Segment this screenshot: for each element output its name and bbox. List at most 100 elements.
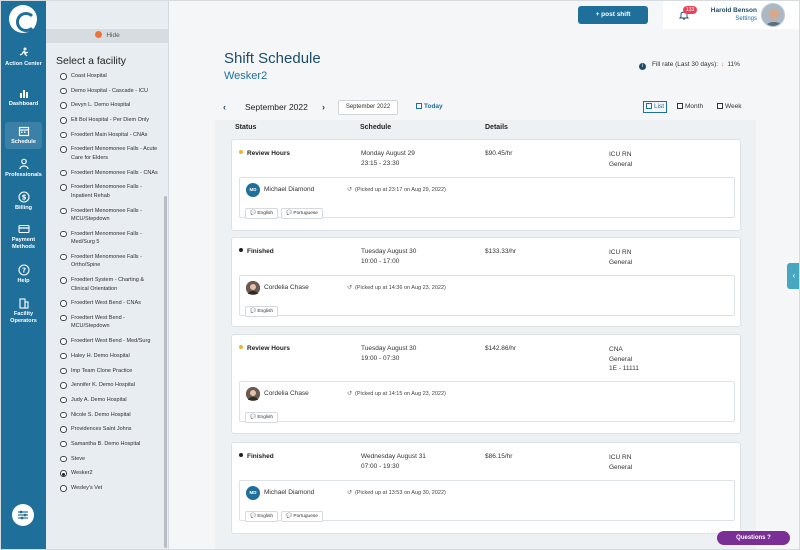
facility-option[interactable]: Froedtert Menomonee Falls - CNAs	[60, 169, 160, 178]
facility-option[interactable]: Coast Hospital	[60, 72, 160, 81]
view-week-button[interactable]: Week	[717, 103, 742, 110]
facility-option[interactable]: Froedtert Menomonee Falls - MCU/Stepdown	[60, 207, 160, 224]
facility-option[interactable]: Wesley's Vet	[60, 484, 160, 493]
worker-row[interactable]: Cordelia Chase ↺ (Picked up at 14:36 on Au…	[239, 275, 735, 317]
facility-option[interactable]: Wesker2	[60, 469, 160, 478]
radio-button[interactable]	[60, 131, 67, 139]
nav-facility-operators[interactable]: Facility Operators	[1, 297, 46, 325]
radio-button[interactable]	[60, 396, 67, 404]
radio-button[interactable]	[60, 411, 67, 419]
filter-settings-button[interactable]	[12, 504, 34, 526]
facility-option[interactable]: Froedtert Menomonee Falls - Acute Care f…	[60, 145, 160, 162]
radio-button[interactable]	[60, 230, 67, 238]
radio-button[interactable]	[60, 146, 67, 153]
language-label: English	[257, 514, 274, 519]
radio-button[interactable]	[60, 455, 67, 463]
facility-option[interactable]: Froedtert Main Hospital - CNAs	[60, 131, 160, 140]
settings-link[interactable]: Settings	[735, 16, 757, 22]
radio-button[interactable]	[60, 470, 67, 477]
radio-button[interactable]	[60, 207, 67, 214]
radio-button[interactable]	[60, 169, 67, 177]
nav-label: Action Center	[5, 61, 42, 67]
nav-professionals[interactable]: Professionals	[1, 158, 46, 179]
nav-help[interactable]: ? Help	[1, 264, 46, 285]
radio-button[interactable]	[60, 338, 67, 345]
nav-action-center[interactable]: Action Center	[1, 47, 46, 68]
radio-button[interactable]	[60, 184, 67, 191]
radio-button[interactable]	[60, 382, 67, 389]
today-button[interactable]: Today	[416, 103, 443, 110]
nav-dashboard[interactable]: Dashboard	[1, 87, 46, 108]
facility-option[interactable]: Jennifer K. Demo Hospital	[60, 381, 160, 390]
facility-option[interactable]: Steve	[60, 455, 160, 464]
radio-button[interactable]	[60, 440, 67, 448]
facility-option[interactable]: Froedtert West Bend - CNAs	[60, 299, 160, 308]
shift-card[interactable]: Finished Tuesday August 30 10:00 - 17:00 $1…	[231, 237, 741, 327]
shift-role-line: ICU RN	[609, 454, 632, 461]
radio-button[interactable]	[60, 314, 67, 322]
app-logo[interactable]	[9, 5, 37, 33]
user-avatar[interactable]	[761, 3, 785, 27]
facility-option[interactable]: Elt Bol Hospital - Per Diem Only	[60, 116, 160, 125]
facility-option[interactable]: Froedtert Menomonee Falls - Med/Surg 5	[60, 230, 160, 247]
top-bar: + post shift 133 Harold Benson Settings	[169, 1, 799, 29]
facility-option[interactable]: Froedtert Menomonee Falls - Inpatient Re…	[60, 183, 160, 200]
worker-name[interactable]: Michael Diamond	[264, 186, 315, 193]
view-list-button[interactable]: List	[643, 101, 668, 113]
facility-option[interactable]: Froedtert System - Charting & Clinical O…	[60, 276, 160, 293]
radio-button[interactable]	[60, 300, 67, 307]
facility-option[interactable]: Froedtert Menomonee Falls - Ortho/Spine	[60, 253, 160, 270]
radio-button[interactable]	[60, 117, 67, 124]
nav-label: Dashboard	[8, 101, 39, 107]
month-picker[interactable]: September 2022	[338, 100, 398, 115]
radio-button[interactable]	[60, 277, 67, 284]
worker-name[interactable]: Cordelia Chase	[264, 284, 309, 291]
radio-button[interactable]	[60, 352, 67, 360]
facility-option[interactable]: Demo Hospital - Cascade - ICU	[60, 87, 160, 96]
facility-option[interactable]: Nicole S. Demo Hospital	[60, 411, 160, 420]
side-panel-toggle[interactable]: ‹	[787, 263, 799, 289]
shift-card[interactable]: Finished Wednesday August 31 07:00 - 19:30…	[231, 442, 741, 534]
radio-button[interactable]	[60, 485, 67, 492]
chat-icon: 💬	[250, 309, 256, 314]
radio-button[interactable]	[60, 253, 67, 261]
facility-option[interactable]: Froedtert West Bend - Med/Surg	[60, 337, 160, 346]
radio-button[interactable]	[60, 367, 67, 374]
person-icon	[18, 158, 29, 170]
nav-payment-methods[interactable]: Payment Methods	[1, 223, 46, 251]
radio-button[interactable]	[60, 87, 67, 95]
nav-schedule[interactable]: Schedule	[1, 122, 46, 149]
facility-option-label: Froedtert Menomonee Falls - MCU/Stepdown	[71, 207, 142, 223]
facility-panel-title: Select a facility	[56, 55, 127, 67]
questions-button[interactable]: Questions ?	[717, 531, 790, 545]
facility-option[interactable]: Haley H. Demo Hospital	[60, 352, 160, 361]
radio-button[interactable]	[60, 426, 67, 433]
worker-row[interactable]: Cordelia Chase ↺ (Picked up at 14:15 on Au…	[239, 381, 735, 423]
chevron-left-icon[interactable]: ‹	[223, 102, 226, 112]
facility-option[interactable]: Imp Team Clone Practice	[60, 367, 160, 376]
facility-option[interactable]: Providences Saint Johns	[60, 425, 160, 434]
calendar-icon	[717, 103, 723, 109]
facility-option[interactable]: Devyn L. Demo Hospital	[60, 101, 160, 110]
worker-row[interactable]: MD Michael Diamond ↺ (Picked up at 23:17 on…	[239, 177, 735, 219]
facility-option[interactable]: Samantha B. Demo Hospital	[60, 440, 160, 449]
nav-billing[interactable]: $ Billing	[1, 191, 46, 212]
info-icon[interactable]: i	[639, 63, 646, 70]
radio-button[interactable]	[60, 73, 67, 80]
worker-row[interactable]: MD Michael Diamond ↺ (Picked up at 13:53 on…	[239, 480, 735, 522]
radio-button[interactable]	[60, 102, 67, 109]
shift-card[interactable]: Review Hours Monday August 29 23:15 - 23:3…	[231, 139, 741, 231]
view-month-button[interactable]: Month	[677, 103, 703, 110]
fill-rate-label: Fill rate (Last 30 days):	[652, 61, 719, 68]
hide-panel-button[interactable]: Hide	[46, 29, 169, 43]
facility-option[interactable]: Froedtert West Bend - MCU/Stepdown	[60, 314, 160, 331]
facility-list-scrollbar[interactable]	[164, 196, 167, 548]
chevron-right-icon[interactable]: ›	[322, 102, 325, 112]
worker-name[interactable]: Cordelia Chase	[264, 390, 309, 397]
history-icon: ↺	[347, 285, 353, 291]
chat-icon: 💬	[286, 211, 293, 216]
facility-option[interactable]: Judy A. Demo Hospital	[60, 396, 160, 405]
worker-name[interactable]: Michael Diamond	[264, 489, 315, 496]
shift-card[interactable]: Review Hours Tuesday August 30 19:00 - 07:…	[231, 334, 741, 434]
post-shift-button[interactable]: + post shift	[578, 6, 648, 24]
